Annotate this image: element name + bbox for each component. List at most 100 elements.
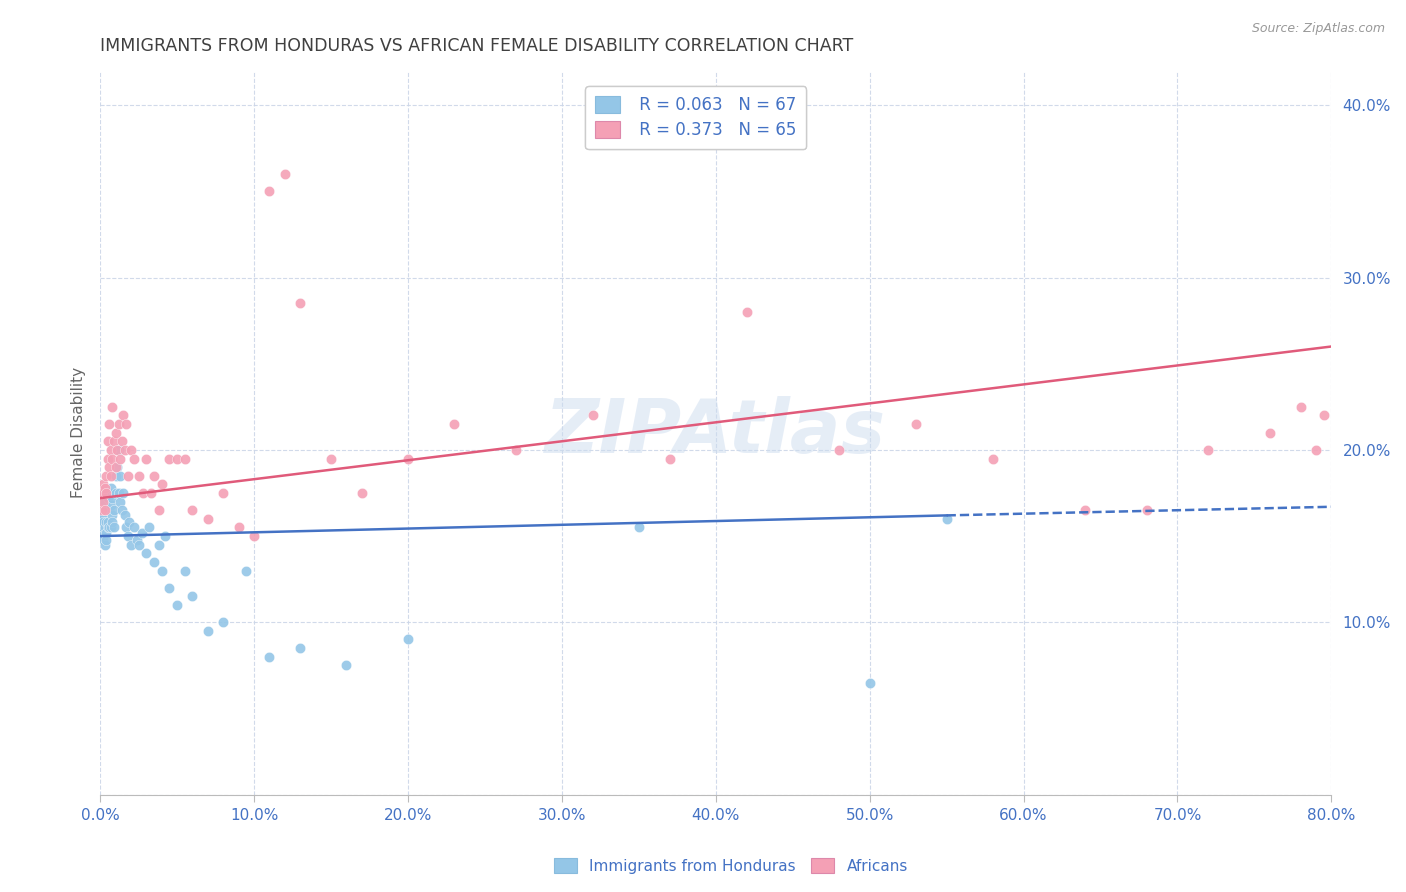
Point [91,477,114,491]
Point [197,624,219,638]
Point [166,598,188,612]
Point [859,675,882,690]
Point [98,503,121,517]
Point [93,481,115,495]
Point [96,525,118,540]
Point [181,503,204,517]
Point [157,451,180,466]
Point [96,516,118,530]
Point [319,451,342,466]
Point [96,468,118,483]
Point [981,451,1004,466]
Point [181,590,204,604]
Point [100,498,122,512]
Point [1289,400,1312,414]
Text: IMMIGRANTS FROM HONDURAS VS AFRICAN FEMALE DISABILITY CORRELATION CHART: IMMIGRANTS FROM HONDURAS VS AFRICAN FEMA… [100,37,853,55]
Point [97,451,120,466]
Point [90,512,112,526]
Point [735,305,758,319]
Point [96,533,118,547]
Point [97,503,120,517]
Point [1312,409,1334,423]
Point [120,442,142,457]
Point [105,442,128,457]
Point [101,516,124,530]
Point [138,520,160,534]
Legend: Immigrants from Honduras, Africans: Immigrants from Honduras, Africans [548,852,914,880]
Point [243,529,266,543]
Point [97,516,120,530]
Point [173,564,195,578]
Point [150,477,173,491]
Point [90,529,112,543]
Point [98,486,121,500]
Point [100,520,122,534]
Point [114,442,136,457]
Point [107,417,129,431]
Point [228,520,250,534]
Point [120,538,142,552]
Point [107,442,129,457]
Point [90,503,112,517]
Point [935,512,957,526]
Point [112,486,135,500]
Point [91,516,114,530]
Point [108,494,131,508]
Point [103,520,125,534]
Point [111,503,134,517]
Text: Source: ZipAtlas.com: Source: ZipAtlas.com [1251,22,1385,36]
Point [139,486,162,500]
Point [97,520,120,534]
Point [274,167,297,181]
Point [104,460,127,475]
Point [98,417,121,431]
Point [148,538,170,552]
Point [212,486,235,500]
Point [122,451,145,466]
Point [93,503,115,517]
Point [396,451,419,466]
Point [235,564,257,578]
Point [111,434,134,449]
Point [93,494,115,508]
Point [107,486,129,500]
Point [212,615,235,630]
Point [105,460,128,475]
Point [101,451,124,466]
Point [91,520,114,534]
Point [104,425,127,440]
Point [153,529,176,543]
Point [103,434,125,449]
Point [143,468,166,483]
Point [290,296,312,310]
Point [108,468,131,483]
Point [128,468,150,483]
Point [91,508,114,523]
Point [125,533,148,547]
Point [1305,442,1327,457]
Point [93,538,115,552]
Point [93,520,115,534]
Point [91,533,114,547]
Point [259,649,281,664]
Point [135,451,157,466]
Point [135,546,157,560]
Point [117,468,139,483]
Point [103,503,125,517]
Point [104,468,127,483]
Legend:  R = 0.063   N = 67,  R = 0.373   N = 65: R = 0.063 N = 67, R = 0.373 N = 65 [585,87,806,149]
Point [350,486,373,500]
Point [150,564,173,578]
Point [143,555,166,569]
Point [101,400,124,414]
Point [112,409,135,423]
Point [117,529,139,543]
Point [100,481,122,495]
Point [96,486,118,500]
Point [91,494,114,508]
Point [157,581,180,595]
Point [97,491,120,505]
Point [582,409,605,423]
Point [166,451,188,466]
Point [97,434,120,449]
